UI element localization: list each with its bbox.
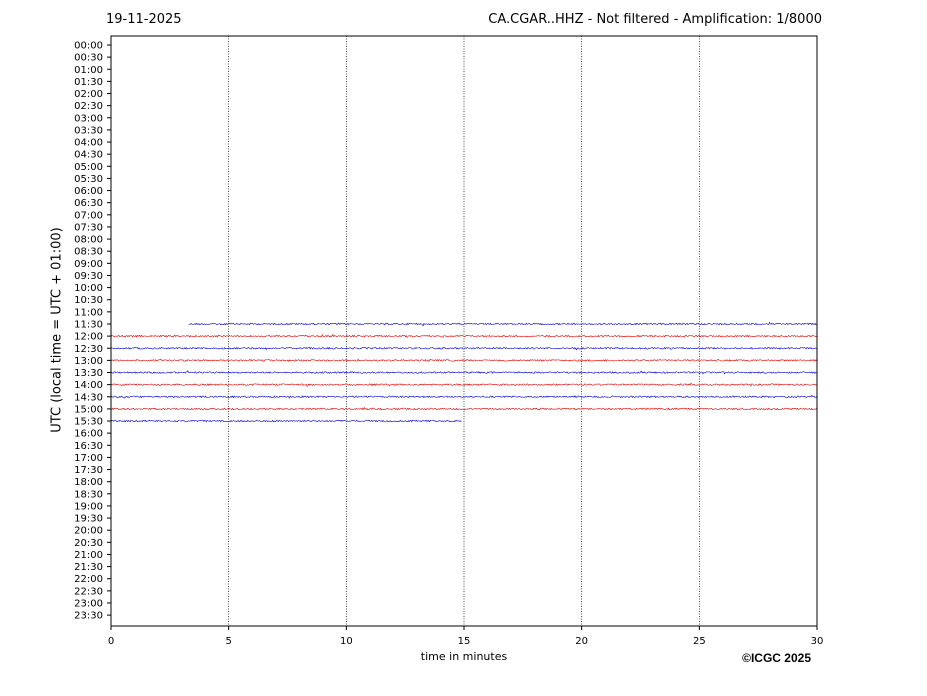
trace-1230 — [110, 346, 817, 351]
y-tick-label: 16:00 — [74, 429, 103, 440]
y-tick-label: 20:30 — [74, 538, 103, 549]
grid-lines — [228, 36, 700, 626]
y-tick-label: 10:00 — [74, 283, 103, 294]
x-tick-label: 5 — [225, 636, 231, 647]
y-tick-label: 03:00 — [74, 113, 103, 124]
y-tick-label: 02:30 — [74, 101, 103, 112]
y-tick-label: 01:00 — [74, 65, 103, 76]
y-tick-label: 02:00 — [74, 89, 103, 100]
y-tick-label: 23:00 — [74, 598, 103, 609]
y-tick-label: 00:00 — [74, 41, 103, 52]
x-axis-label: time in minutes — [420, 650, 508, 663]
y-tick-label: 15:00 — [74, 404, 103, 415]
y-tick-label: 19:00 — [74, 501, 103, 512]
x-tick-label: 30 — [811, 636, 824, 647]
x-tick-label: 10 — [340, 636, 353, 647]
trace-1400 — [110, 382, 817, 387]
trace-group — [110, 321, 817, 423]
y-tick-label: 04:30 — [74, 150, 103, 161]
x-tick-label: 0 — [108, 636, 114, 647]
y-tick-label: 19:30 — [74, 514, 103, 525]
y-tick-label: 08:00 — [74, 235, 103, 246]
y-tick-label: 00:30 — [74, 53, 103, 64]
trace-1430 — [110, 394, 817, 399]
trace-1330 — [110, 370, 817, 375]
x-tick-label: 15 — [458, 636, 471, 647]
y-tick-label: 03:30 — [74, 125, 103, 136]
y-tick-label: 05:30 — [74, 174, 103, 185]
y-tick-label: 13:00 — [74, 356, 103, 367]
x-tick-group: 0 5 10 15 20 25 30 — [108, 626, 824, 647]
x-tick-label: 25 — [693, 636, 706, 647]
y-tick-label: 14:30 — [74, 392, 103, 403]
chart-title: CA.CGAR..HHZ - Not filtered - Amplificat… — [488, 12, 822, 27]
y-tick-label: 11:00 — [74, 307, 103, 318]
y-tick-label: 23:30 — [74, 611, 103, 622]
y-tick-group: 00:0000:3001:0001:3002:0002:3003:0003:30… — [74, 41, 111, 622]
copyright-label: ©ICGC 2025 — [742, 651, 811, 665]
y-tick-label: 05:00 — [74, 162, 103, 173]
y-tick-label: 09:00 — [74, 259, 103, 270]
y-tick-label: 16:30 — [74, 441, 103, 452]
y-tick-label: 15:30 — [74, 417, 103, 428]
date-label: 19-11-2025 — [106, 12, 182, 27]
y-tick-label: 21:30 — [74, 562, 103, 573]
y-tick-label: 07:00 — [74, 210, 103, 221]
y-tick-label: 17:00 — [74, 453, 103, 464]
y-tick-label: 17:30 — [74, 465, 103, 476]
y-tick-label: 18:00 — [74, 477, 103, 488]
y-tick-label: 04:00 — [74, 138, 103, 149]
y-tick-label: 22:00 — [74, 574, 103, 585]
y-tick-label: 21:00 — [74, 550, 103, 561]
y-tick-label: 11:30 — [74, 319, 103, 330]
y-tick-label: 12:30 — [74, 344, 103, 355]
y-tick-label: 06:30 — [74, 198, 103, 209]
trace-1530 — [110, 419, 462, 423]
y-tick-label: 13:30 — [74, 368, 103, 379]
trace-1130 — [188, 321, 817, 327]
y-tick-label: 14:00 — [74, 380, 103, 391]
y-tick-label: 06:00 — [74, 186, 103, 197]
y-tick-label: 12:00 — [74, 332, 103, 343]
trace-1500 — [110, 406, 817, 411]
y-tick-label: 10:30 — [74, 295, 103, 306]
trace-1300 — [110, 358, 817, 363]
y-tick-label: 22:30 — [74, 586, 103, 597]
y-tick-label: 09:30 — [74, 271, 103, 282]
y-tick-label: 07:30 — [74, 222, 103, 233]
x-tick-label: 20 — [575, 636, 588, 647]
y-tick-label: 08:30 — [74, 247, 103, 258]
y-tick-label: 01:30 — [74, 77, 103, 88]
trace-1200 — [110, 333, 817, 339]
y-tick-label: 20:00 — [74, 526, 103, 537]
y-tick-label: 18:30 — [74, 489, 103, 500]
